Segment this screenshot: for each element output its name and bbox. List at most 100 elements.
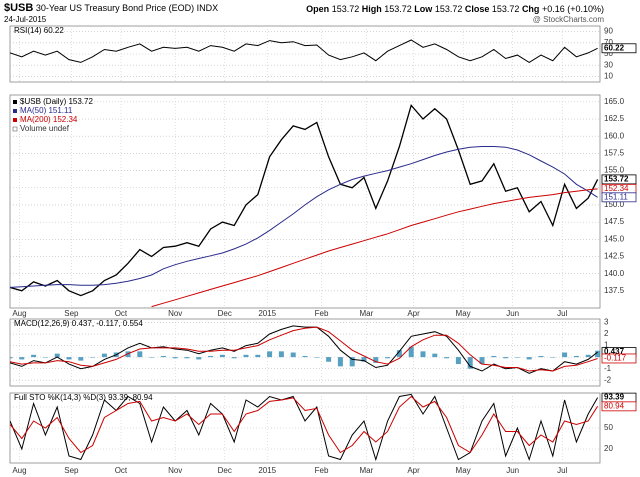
y-tick-label: 20 [604,444,613,453]
histogram-bar [467,357,473,369]
x-tick-label: Nov [168,466,182,475]
series-line [10,146,598,288]
value-tag-label: 60.22 [604,43,625,52]
histogram-bar [514,357,520,358]
x-tick-label: May [456,309,471,318]
y-tick-label: 30 [604,60,613,69]
histogram-bar [278,351,284,358]
plot [10,325,600,374]
histogram-bar [420,351,426,358]
y-tick-label: 165.0 [604,97,625,106]
histogram-bar [314,357,320,358]
histogram-bar [172,357,178,359]
x-tick-label: Jun [506,309,519,318]
y-tick-label: -1 [604,364,612,373]
quote-value: 153.72 [384,4,412,14]
x-tick-label: Apr [407,309,420,318]
x-tick-label: Oct [115,309,128,318]
histogram-bar [184,357,190,359]
plot [10,103,599,308]
x-tick-label: Mar [359,309,373,318]
histogram-bar [243,354,249,358]
series-line [10,325,598,374]
histogram-bar [149,357,155,358]
y-tick-label: 145.0 [604,234,625,243]
x-tick-label: May [456,466,471,475]
y-tick-label: 162.5 [604,114,625,123]
legend-label: MA(200) 152.34 [20,115,78,124]
symbol: $USB [4,2,34,14]
panel-title: RSI(14) 60.22 [14,26,64,35]
quote-value: 153.72 [331,4,360,14]
legend-swatch [13,100,17,104]
plot [10,393,599,462]
x-tick-label: 2015 [258,466,276,475]
histogram-bar [396,350,402,358]
histogram-bar [160,355,166,358]
value-tag [601,353,637,364]
quote-label: Open [306,4,330,14]
value-tag [601,174,637,185]
histogram-bar [196,357,202,360]
value-tag-label: -0.117 [604,354,627,363]
x-tick-label: Apr [407,466,420,475]
histogram-bar [526,357,532,360]
legend-swatch [13,118,17,122]
panel-frame [9,94,601,309]
y-tick-label: 160.0 [604,131,625,140]
y-tick-label: -2 [604,375,612,384]
histogram-bar [208,355,214,358]
y-tick-label: 70 [604,38,613,47]
legend-label: $USB (Daily) 153.72 [20,97,93,106]
histogram-bar [54,353,60,358]
value-tag-label: 93.39 [604,393,625,402]
histogram-bar [503,357,509,359]
histogram-bar [491,355,497,358]
series-line [10,103,599,297]
value-tag [601,401,637,412]
quote-label: Low [414,4,433,14]
x-tick-label: Dec [218,309,232,318]
histogram-bar [290,352,296,358]
histogram-bar [385,357,391,359]
histogram-bar [219,354,225,358]
security-name: 30-Year US Treasury Bond Price (EOD) IND… [35,3,219,13]
y-tick-label: 1 [604,341,609,350]
histogram-bar [337,357,343,367]
value-tag [601,43,637,54]
legend-swatch [13,109,17,113]
histogram-bar [349,357,355,367]
series-line [10,326,598,372]
histogram-bar [585,354,591,358]
histogram-bar [326,357,332,362]
value-tag-label: 80.94 [604,401,625,410]
x-tick-label: Oct [115,466,128,475]
panel-title: Full STO %K(14,3) %D(3) 93.39, 80.94 [14,393,153,402]
value-tag [601,192,637,203]
x-tick-label: Aug [12,466,26,475]
title-row: $USB 30-Year US Treasury Bond Price (EOD… [4,2,218,14]
value-tag-label: 151.11 [604,192,628,201]
x-tick-label: 2015 [258,309,276,318]
quote-label: Chg [521,4,540,14]
histogram-bar [10,357,13,359]
histogram-bar [302,355,308,358]
histogram-bar [42,357,48,358]
quote-label: Close [464,4,490,14]
histogram-bar [66,357,72,360]
x-tick-label: Nov [168,309,182,318]
x-tick-label: Aug [12,309,26,318]
y-tick-label: 142.5 [604,252,625,261]
histogram-bar [101,353,107,358]
y-tick-label: 155.0 [604,166,625,175]
histogram-bar [361,357,367,362]
y-tick-label: 90 [604,27,613,36]
y-tick-label: 147.5 [604,217,625,226]
histogram-bar [137,351,143,358]
quote-label: High [361,4,382,14]
y-tick-label: 157.5 [604,149,625,158]
histogram-bar [408,346,414,358]
date: 24-Jul-2015 [4,15,47,24]
y-tick-label: 150.0 [604,200,625,209]
